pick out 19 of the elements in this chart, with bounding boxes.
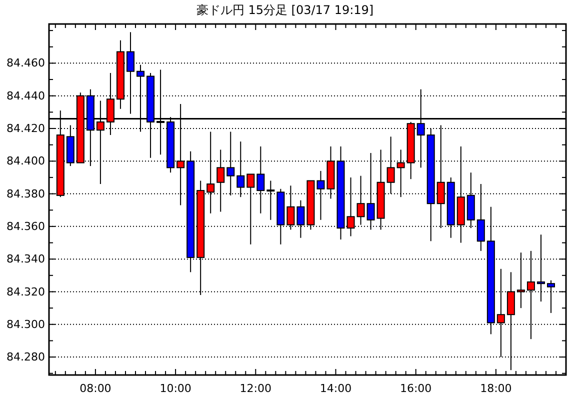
x-tick-label: 14:00 [320, 382, 352, 395]
x-tick-label: 08:00 [80, 382, 112, 395]
y-tick-label: 84.300 [6, 318, 45, 331]
x-tick-label: 16:00 [400, 382, 432, 395]
y-tick-label: 84.360 [6, 220, 45, 233]
candlestick [246, 174, 255, 245]
y-tick-label: 84.380 [6, 187, 45, 200]
x-tick-label: 10:00 [160, 382, 192, 395]
y-tick-label: 84.420 [6, 122, 45, 136]
candlestick [216, 149, 225, 212]
x-tick-label: 12:00 [240, 382, 272, 395]
x-tick-label: 18:00 [480, 382, 512, 395]
y-tick-label: 84.460 [6, 56, 45, 70]
y-tick-label: 84.320 [6, 285, 45, 298]
y-tick-label: 84.400 [6, 154, 45, 168]
y-tick-label: 84.440 [6, 89, 45, 102]
y-tick-label: 84.280 [6, 350, 45, 364]
chart-title: 豪ドル円 15分足 [03/17 19:19] [196, 3, 374, 17]
y-tick-label: 84.340 [6, 252, 45, 266]
